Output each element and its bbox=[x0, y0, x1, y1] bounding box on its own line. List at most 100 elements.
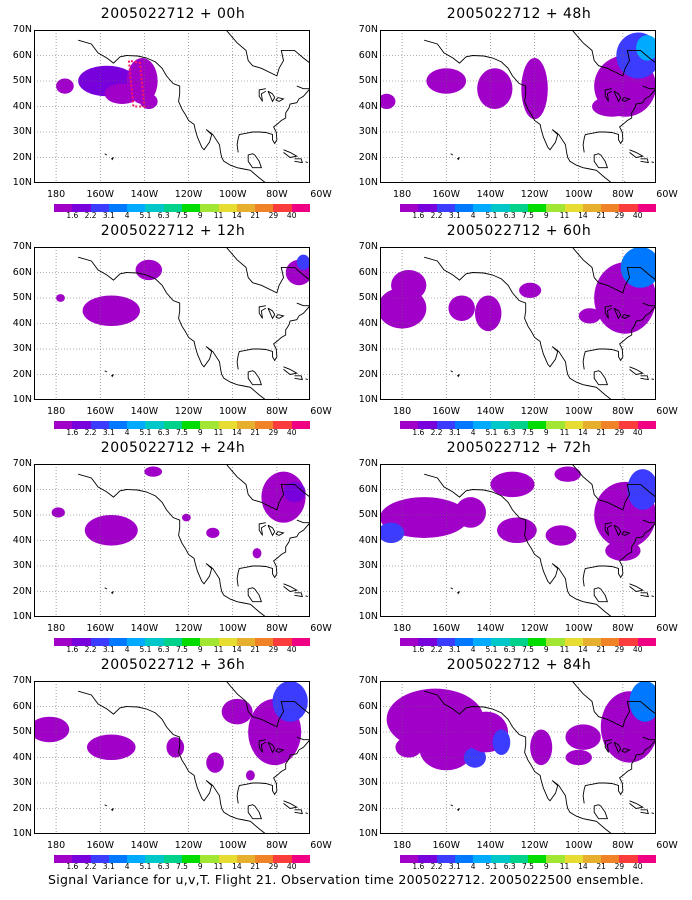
coastline bbox=[582, 88, 656, 153]
colorbar bbox=[400, 855, 656, 863]
colorbar-swatch bbox=[491, 855, 510, 863]
coastline bbox=[236, 739, 310, 804]
colorbar-label: 4 bbox=[124, 645, 130, 654]
colorbar-swatch bbox=[200, 855, 219, 863]
lon-tick-label: 100W bbox=[218, 406, 247, 417]
colorbar bbox=[54, 204, 310, 212]
colorbar-swatch bbox=[108, 638, 128, 646]
coastline bbox=[642, 85, 656, 90]
coastline bbox=[613, 307, 622, 320]
colorbar-swatch bbox=[163, 638, 182, 646]
variance-contour bbox=[283, 481, 306, 503]
coastline bbox=[424, 473, 613, 617]
coastline bbox=[258, 305, 267, 319]
coastline bbox=[296, 519, 310, 524]
colorbar-label: 4 bbox=[470, 862, 476, 871]
coastline bbox=[642, 736, 656, 741]
colorbar-swatch bbox=[145, 855, 164, 863]
colorbar-swatch bbox=[291, 421, 310, 429]
colorbar-swatch bbox=[108, 855, 128, 863]
coastline bbox=[642, 519, 656, 524]
coastline bbox=[283, 366, 299, 375]
lat-tick-label: 60N bbox=[358, 700, 378, 712]
colorbar-label: 29 bbox=[268, 645, 279, 654]
colorbar-label: 2.2 bbox=[84, 211, 97, 220]
colorbar-swatch bbox=[546, 421, 565, 429]
colorbar bbox=[54, 421, 310, 429]
map-frame bbox=[380, 681, 656, 834]
coastline bbox=[247, 153, 263, 169]
coastline bbox=[613, 524, 622, 537]
coastline bbox=[450, 804, 454, 807]
variance-contour bbox=[82, 295, 140, 327]
colorbar-label: 3.1 bbox=[102, 428, 115, 437]
variance-contour bbox=[455, 497, 486, 528]
colorbar-swatch bbox=[291, 855, 310, 863]
colorbar-label: 40 bbox=[286, 428, 297, 437]
colorbar-label: 6.3 bbox=[503, 645, 516, 654]
colorbar-label: 21 bbox=[596, 645, 606, 654]
colorbar-swatch bbox=[200, 421, 219, 429]
colorbar-label: 11 bbox=[213, 862, 224, 871]
colorbar-swatch bbox=[127, 638, 146, 646]
colorbar-swatch bbox=[236, 855, 256, 863]
map-panel: 2005022712 + 60h 70N 60N 50N 40N 30N 20N 10N 180… bbox=[346, 217, 692, 437]
panel-title: 2005022712 + 60h bbox=[446, 223, 592, 239]
colorbar-swatch bbox=[163, 855, 182, 863]
lon-tick-label: 100W bbox=[564, 189, 593, 200]
colorbar-swatch bbox=[546, 638, 565, 646]
colorbar-label: 9 bbox=[543, 645, 549, 654]
colorbar-swatch bbox=[564, 638, 583, 646]
colorbar-label: 1.6 bbox=[412, 211, 425, 220]
colorbar-label: 40 bbox=[286, 862, 297, 871]
coastline bbox=[593, 804, 609, 820]
variance-contour bbox=[181, 513, 191, 522]
lat-tick-label: 60N bbox=[12, 266, 32, 278]
coastline bbox=[571, 30, 656, 77]
colorbar-swatch bbox=[236, 421, 256, 429]
lon-tick-label: 180 bbox=[47, 623, 66, 634]
colorbar-label: 1.6 bbox=[412, 862, 425, 871]
panel-title: 2005022712 + 12h bbox=[100, 223, 246, 239]
colorbar-swatch bbox=[400, 855, 419, 863]
variance-contour bbox=[144, 466, 163, 477]
coastline bbox=[275, 314, 285, 319]
variance-contour bbox=[221, 698, 253, 725]
lon-tick-label: 160W bbox=[432, 623, 460, 634]
colorbar-swatch bbox=[145, 638, 164, 646]
colorbar-swatch bbox=[273, 204, 292, 212]
lat-tick-label: 60N bbox=[358, 49, 378, 61]
colorbar-label: 11 bbox=[559, 428, 570, 437]
lon-tick-label: 60W bbox=[310, 840, 332, 851]
map-panel: 2005022712 + 00h 70N 60N 50N 40N 30N 20N 10N 180… bbox=[0, 0, 346, 220]
lon-tick-label: 60W bbox=[310, 623, 332, 634]
colorbar-swatch bbox=[54, 421, 73, 429]
lon-tick-label: 140W bbox=[130, 623, 159, 634]
coastline bbox=[640, 809, 649, 815]
colorbar-swatch bbox=[601, 421, 620, 429]
colorbar bbox=[54, 638, 310, 646]
lat-tick-label: 10N bbox=[12, 177, 32, 188]
colorbar bbox=[54, 855, 310, 863]
lat-tick-label: 50N bbox=[12, 509, 32, 520]
colorbar-label: 5.1 bbox=[485, 862, 498, 871]
lat-tick-label: 20N bbox=[358, 802, 378, 814]
lon-tick-label: 100W bbox=[218, 623, 247, 634]
lat-tick-label: 50N bbox=[358, 509, 378, 520]
colorbar bbox=[400, 638, 656, 646]
coastline bbox=[104, 153, 108, 156]
colorbar-label: 14 bbox=[578, 645, 588, 654]
lon-tick-label: 100W bbox=[218, 189, 247, 200]
coastline bbox=[294, 158, 303, 164]
colorbar-label: 5.1 bbox=[139, 645, 152, 654]
coastline bbox=[258, 522, 267, 536]
coastline bbox=[571, 464, 656, 511]
colorbar-swatch bbox=[582, 855, 602, 863]
colorbar-swatch bbox=[546, 855, 565, 863]
lat-tick-label: 50N bbox=[12, 292, 32, 303]
colorbar-swatch bbox=[637, 421, 656, 429]
coastline bbox=[267, 307, 276, 320]
colorbar-swatch bbox=[54, 855, 73, 863]
colorbar-swatch bbox=[473, 204, 492, 212]
coastline bbox=[225, 30, 310, 77]
